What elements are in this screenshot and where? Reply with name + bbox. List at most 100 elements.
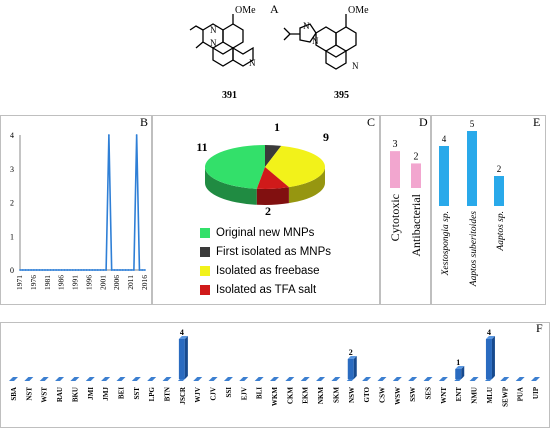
bar-label-f-ent: 1	[456, 358, 460, 367]
line-chart-b: 0 1 2 3 4 1971 1976 1981 1986 1991 1996 2001 2006 201…	[10, 131, 149, 290]
category-label-e-0: Xestospongia sp.	[441, 211, 451, 276]
data-point-b	[44, 269, 46, 271]
data-point-b	[91, 269, 94, 271]
data-point-b	[130, 269, 133, 271]
x-tick-label-b-1: 1976	[29, 275, 38, 290]
bar-front-ent	[455, 369, 462, 379]
panel-b-frame	[0, 115, 152, 305]
category-label-f-cjv: CJV	[210, 387, 218, 401]
bar-front-nsw	[347, 359, 354, 379]
category-label-f-wnt: WNT	[440, 387, 448, 404]
legend-item-tfa-salt: Isolated as TFA salt	[200, 284, 316, 296]
panel-label-d: D	[419, 115, 428, 129]
category-label-f-pua: PUA	[517, 387, 525, 401]
base-tile-bku	[70, 377, 80, 381]
bar-d-1	[411, 163, 421, 188]
bar-label-f-nsw: 2	[349, 348, 353, 357]
data-point-b	[144, 269, 146, 271]
category-label-f-nst: NST	[25, 387, 33, 401]
data-point-b	[135, 134, 138, 136]
molecule-391-n2: N	[210, 38, 217, 48]
pie-slice-2	[256, 167, 289, 189]
data-point-b	[71, 269, 74, 271]
pie-wall-2	[256, 187, 289, 205]
data-point-b	[77, 269, 80, 271]
base-tile-ssi	[223, 377, 233, 381]
data-point-b	[121, 269, 124, 271]
data-point-b	[66, 269, 69, 271]
bar-front-jscr	[178, 339, 185, 379]
panel-label-f: F	[536, 321, 543, 335]
panel-c-frame	[152, 115, 380, 305]
base-tile-skm	[331, 377, 341, 381]
bar-e-1	[467, 131, 477, 206]
legend-item-first-isolated: First isolated as MNPs	[200, 246, 331, 258]
base-tile-bli	[254, 377, 264, 381]
data-point-b	[127, 269, 130, 271]
data-point-b	[24, 269, 27, 271]
category-label-f-jmi: JMI	[87, 387, 95, 400]
molecule-395-label: 395	[334, 90, 349, 101]
bar-side-ent	[461, 366, 465, 379]
data-point-b	[94, 269, 96, 271]
base-tile-csw	[377, 377, 387, 381]
data-point-b	[46, 269, 49, 271]
category-label-f-bku: BKU	[71, 387, 79, 402]
base-tile-sewp	[500, 377, 510, 381]
molecule-395-substituent: OMe	[348, 5, 369, 16]
bar-label-d-0: 3	[393, 139, 398, 150]
structures-panel: OMe N N N 391 OMe N N N 395	[189, 5, 369, 101]
category-label-f-nsw: NSW	[348, 387, 356, 403]
series-line-b	[20, 134, 145, 271]
base-tile-wst	[39, 377, 49, 381]
bar-top-jscr	[178, 336, 188, 339]
x-tick-label-b-6: 2001	[98, 275, 107, 290]
bar-label-f-jscr: 4	[180, 328, 184, 337]
panel-d-frame	[380, 115, 431, 305]
data-point-b	[52, 269, 55, 271]
base-tile-ses	[423, 377, 433, 381]
data-point-b	[85, 269, 88, 271]
base-tile-sba	[9, 377, 18, 381]
x-tick-label-b-2: 1981	[43, 275, 52, 290]
data-point-b	[88, 269, 91, 271]
bar-e-2	[494, 176, 504, 206]
panel-label-b: B	[140, 115, 149, 129]
molecule-395-n3: N	[352, 61, 359, 71]
x-tick-label-b-5: 1996	[84, 275, 93, 290]
category-label-f-uip: UIP	[532, 386, 540, 399]
category-label-f-wst: WST	[41, 387, 49, 403]
category-label-f-jmj: JMJ	[102, 387, 110, 401]
data-point-b	[30, 269, 33, 271]
category-label-f-bli: BLI	[256, 387, 264, 399]
category-label-f-btn: BTN	[164, 387, 172, 401]
data-point-b	[27, 269, 30, 271]
data-point-b	[141, 269, 144, 271]
bar-chart-d: 3 Cytotoxic 2 Antibacterial	[388, 139, 423, 256]
data-point-b	[41, 269, 44, 271]
base-tile-jmi	[85, 377, 95, 381]
category-label-f-sba: SBA	[10, 387, 18, 401]
bar-top-mlu	[485, 336, 495, 339]
pie-label-2: 9	[323, 130, 329, 144]
category-label-f-ckm: CKM	[286, 387, 294, 405]
pie-legend: Original new MNPs First isolated as MNPs…	[200, 227, 375, 307]
panel-label-e: E	[533, 115, 541, 129]
pie-slice-11	[204, 145, 265, 189]
data-point-b	[74, 269, 77, 271]
data-point-b	[124, 269, 127, 271]
category-label-e-2: Aaptos sp.	[496, 211, 506, 252]
data-point-b	[138, 269, 141, 271]
data-point-b	[116, 269, 119, 271]
data-point-b	[99, 269, 102, 271]
molecule-395-n2: N	[312, 36, 319, 46]
data-point-b	[110, 269, 113, 271]
pie-wall-11	[205, 167, 257, 205]
data-point-b	[102, 269, 105, 271]
data-point-b	[107, 134, 110, 136]
legend-item-original: Original new MNPs	[200, 227, 314, 239]
base-tile-sst	[131, 377, 141, 381]
bar-front-mlu	[485, 339, 492, 379]
category-label-f-ejv: EJV	[240, 387, 248, 400]
